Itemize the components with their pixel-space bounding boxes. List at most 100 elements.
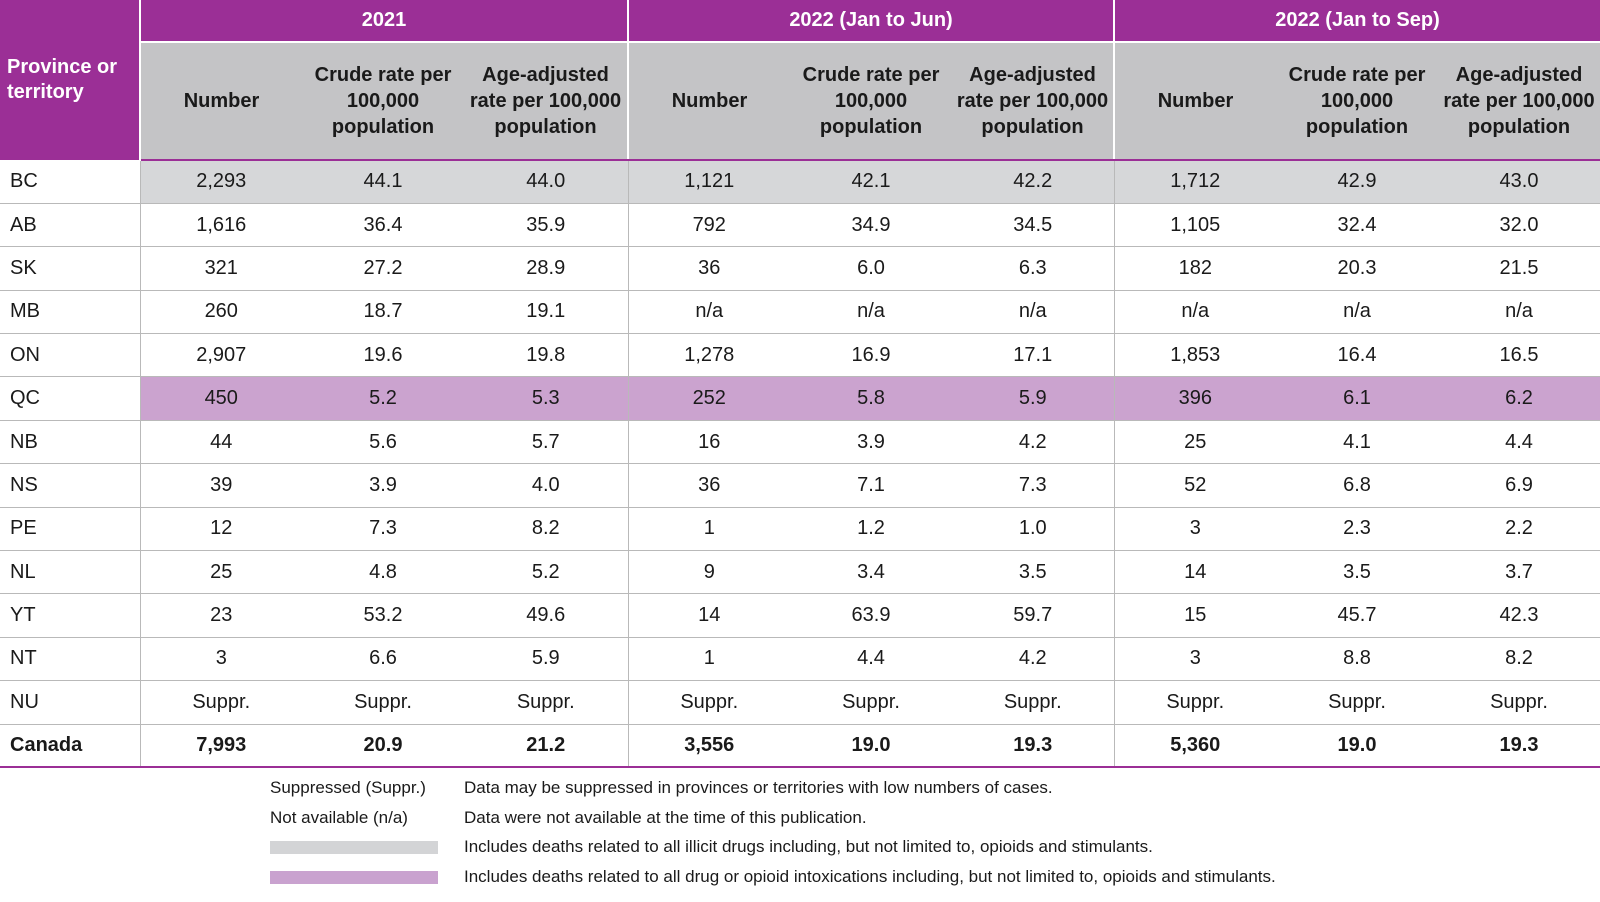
value-cell: 5.2 [302, 376, 464, 421]
subheader-row: Number Crude rate per 100,000 population… [0, 42, 1600, 161]
table-row: NL 25 4.8 5.2 9 3.4 3.5 14 3.5 3.7 [0, 550, 1600, 595]
legend-purple-desc: Includes deaths related to all drug or o… [464, 866, 1276, 886]
value-cell: 7.3 [302, 507, 464, 552]
table-body: BC 2,293 44.1 44.0 1,121 42.1 42.2 1,712 42.9 43.… [0, 160, 1600, 769]
value-cell: 43.0 [1438, 160, 1600, 204]
value-cell: Suppr. [464, 680, 628, 725]
value-cell: 7.1 [790, 463, 952, 508]
table-row: NB 44 5.6 5.7 16 3.9 4.2 25 4.1 4.4 [0, 420, 1600, 465]
value-cell: 5.9 [952, 376, 1115, 421]
legend-suppressed-label: Suppressed (Suppr.) [270, 778, 426, 797]
value-cell: 19.6 [302, 333, 464, 378]
number-header: Number [627, 42, 790, 161]
value-cell: 36 [627, 246, 790, 291]
value-cell: 4.4 [790, 637, 952, 682]
value-cell: 4.0 [464, 463, 628, 508]
table-row: PE 12 7.3 8.2 1 1.2 1.0 3 2.3 2.2 [0, 507, 1600, 552]
value-cell: Suppr. [1438, 680, 1600, 725]
value-cell: Suppr. [1276, 680, 1439, 725]
value-cell: 6.3 [952, 246, 1115, 291]
value-cell: 18.7 [302, 290, 464, 335]
value-cell: 63.9 [790, 593, 952, 638]
value-cell: 36 [627, 463, 790, 508]
province-column-header: Province or territory [0, 0, 141, 160]
value-cell: 19.3 [952, 724, 1115, 769]
province-cell: SK [0, 246, 141, 291]
value-cell: 35.9 [464, 203, 628, 248]
value-cell: 5.3 [464, 376, 628, 421]
table-row: MB 260 18.7 19.1 n/a n/a n/a n/a n/a n/a [0, 290, 1600, 335]
value-cell: 3,556 [627, 724, 790, 769]
table-row: AB 1,616 36.4 35.9 792 34.9 34.5 1,105 32.4 32.0 [0, 203, 1600, 248]
value-cell: 23 [139, 593, 302, 638]
value-cell: 19.0 [1276, 724, 1439, 769]
value-cell: 15 [1113, 593, 1277, 638]
value-cell: 3.5 [952, 550, 1115, 595]
value-cell: 16.4 [1276, 333, 1439, 378]
table-row: ON 2,907 19.6 19.8 1,278 16.9 17.1 1,853 16.4 16.… [0, 333, 1600, 378]
value-cell: 5.2 [464, 550, 628, 595]
value-cell: 20.9 [302, 724, 464, 769]
value-cell: 16.9 [790, 333, 952, 378]
value-cell: 3 [1113, 637, 1277, 682]
value-cell: 4.8 [302, 550, 464, 595]
value-cell: 5.9 [464, 637, 628, 682]
group-header-2022-jan-sep: 2022 (Jan to Sep) [1113, 0, 1600, 43]
table-row: SK 321 27.2 28.9 36 6.0 6.3 182 20.3 21.5 [0, 246, 1600, 291]
value-cell: 53.2 [302, 593, 464, 638]
value-cell: 16.5 [1438, 333, 1600, 378]
legend-na-label: Not available (n/a) [270, 807, 408, 827]
value-cell: 4.2 [952, 420, 1115, 465]
value-cell: 19.8 [464, 333, 628, 378]
value-cell: 19.1 [464, 290, 628, 335]
legend-grey-desc: Includes deaths related to all illicit d… [464, 837, 1153, 856]
value-cell: 4.1 [1276, 420, 1439, 465]
crude-rate-header: Crude rate per 100,000 population [790, 42, 952, 161]
value-cell: 2.2 [1438, 507, 1600, 552]
value-cell: 6.2 [1438, 376, 1600, 421]
value-cell: 6.6 [302, 637, 464, 682]
value-cell: 12 [139, 507, 302, 552]
legend-na-desc: Data were not available at the time of t… [464, 807, 867, 827]
value-cell: 3 [139, 637, 302, 682]
age-adjusted-header: Age-adjusted rate per 100,000 population [952, 42, 1115, 161]
table-row: NU Suppr. Suppr. Suppr. Suppr. Suppr. Suppr. Su… [0, 680, 1600, 725]
value-cell: 44.1 [302, 160, 464, 204]
value-cell: 19.0 [790, 724, 952, 769]
value-cell: 4.4 [1438, 420, 1600, 465]
value-cell: 1,278 [627, 333, 790, 378]
value-cell: 32.4 [1276, 203, 1439, 248]
value-cell: n/a [952, 290, 1115, 335]
value-cell: 3 [1113, 507, 1277, 552]
value-cell: 19.3 [1438, 724, 1600, 769]
number-header: Number [139, 42, 302, 161]
crude-rate-header: Crude rate per 100,000 population [1276, 42, 1439, 161]
value-cell: 1,853 [1113, 333, 1277, 378]
number-header: Number [1113, 42, 1277, 161]
value-cell: 2,293 [139, 160, 302, 204]
value-cell: Suppr. [139, 680, 302, 725]
province-cell: QC [0, 376, 141, 421]
value-cell: 21.2 [464, 724, 628, 769]
value-cell: 5,360 [1113, 724, 1277, 769]
value-cell: n/a [1113, 290, 1277, 335]
value-cell: 8.2 [464, 507, 628, 552]
value-cell: 16 [627, 420, 790, 465]
province-cell: PE [0, 507, 141, 552]
age-adjusted-header: Age-adjusted rate per 100,000 population [464, 42, 628, 161]
value-cell: 36.4 [302, 203, 464, 248]
value-cell: 4.2 [952, 637, 1115, 682]
value-cell: 3.9 [790, 420, 952, 465]
value-cell: 7.3 [952, 463, 1115, 508]
value-cell: 321 [139, 246, 302, 291]
value-cell: 5.8 [790, 376, 952, 421]
value-cell: 59.7 [952, 593, 1115, 638]
group-header-row: Province or territory 2021 2022 (Jan to … [0, 0, 1600, 160]
value-cell: 42.3 [1438, 593, 1600, 638]
group-header-2022-jan-jun: 2022 (Jan to Jun) [626, 0, 1115, 43]
value-cell: Suppr. [627, 680, 790, 725]
legend-suppressed-desc: Data may be suppressed in provinces or t… [464, 778, 1053, 797]
table-row: BC 2,293 44.1 44.0 1,121 42.1 42.2 1,712 42.9 43.… [0, 160, 1600, 204]
value-cell: 17.1 [952, 333, 1115, 378]
value-cell: 792 [627, 203, 790, 248]
